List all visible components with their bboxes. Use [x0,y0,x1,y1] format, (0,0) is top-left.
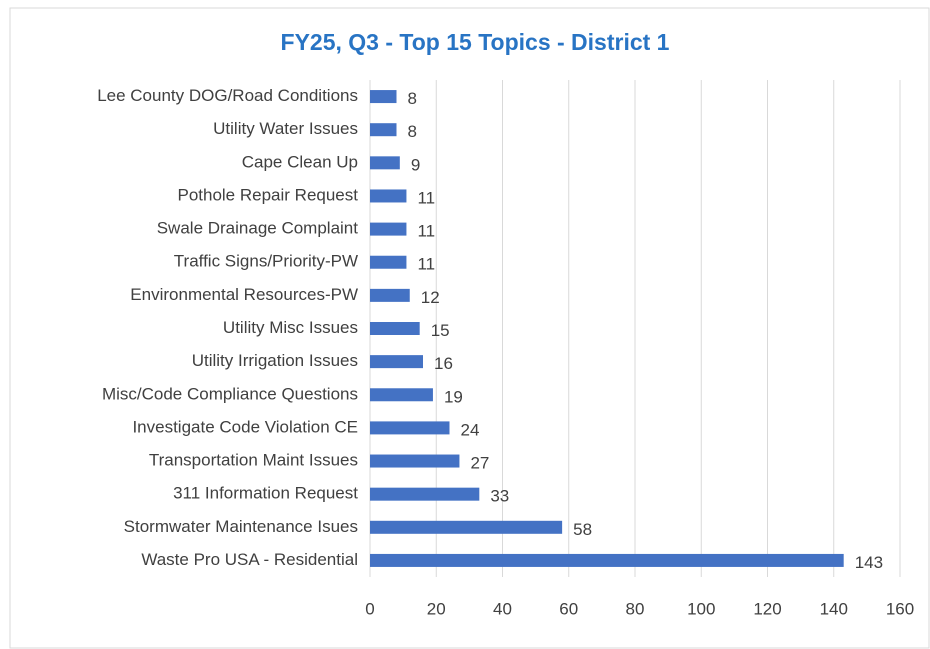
x-tick-label: 100 [687,599,715,618]
y-tick-label: Utility Misc Issues [223,318,358,337]
y-tick-label: Traffic Signs/Priority-PW [174,252,358,271]
chart-frame [9,7,930,649]
bar [370,288,410,302]
data-label: 143 [855,553,883,572]
data-label: 8 [408,89,417,108]
y-tick-label: Investigate Code Violation CE [132,417,358,436]
bar [370,156,400,170]
data-label: 11 [417,255,435,274]
data-label: 24 [461,420,480,439]
y-tick-label: Utility Irrigation Issues [192,351,358,370]
bar [370,355,423,369]
y-tick-label: Environmental Resources-PW [130,285,358,304]
bar [370,487,480,501]
x-tick-label: 80 [626,599,645,618]
bar [370,454,460,468]
x-tick-label: 20 [427,599,446,618]
bar [370,90,397,104]
bar [370,322,420,335]
y-tick-label: Transportation Maint Issues [149,451,358,470]
data-label: 58 [573,520,592,539]
x-tick-label: 40 [493,599,512,618]
y-tick-label: Stormwater Maintenance Isues [124,517,358,536]
x-tick-label: 140 [820,599,848,618]
bar [370,388,433,402]
chart-title: FY25, Q3 - Top 15 Topics - District 1 [281,29,670,55]
data-label: 8 [408,122,417,141]
x-tick-label: 0 [365,599,374,618]
bar [370,222,407,236]
data-label: 12 [421,288,440,307]
data-label: 16 [434,354,453,373]
data-label: 11 [417,222,435,241]
x-tick-label: 160 [886,599,914,618]
y-tick-label: Utility Water Issues [213,119,358,138]
bar [370,189,407,203]
bar [370,421,450,435]
y-tick-label: Misc/Code Compliance Questions [102,384,358,403]
data-label: 27 [470,454,489,473]
y-tick-label: Waste Pro USA - Residential [141,550,358,569]
data-label: 9 [411,155,420,174]
bar [370,520,563,534]
bar [370,553,844,567]
x-tick-label: 60 [559,599,578,618]
data-label: 33 [490,487,509,506]
data-label: 15 [431,321,450,340]
x-tick-label: 120 [753,599,781,618]
y-tick-label: 311 Information Request [173,484,358,503]
bar [370,255,407,269]
bar [370,123,397,137]
y-tick-label: Cape Clean Up [242,152,358,171]
y-tick-label: Lee County DOG/Road Conditions [97,86,358,105]
y-tick-label: Swale Drainage Complaint [157,219,359,238]
y-tick-label: Pothole Repair Request [177,185,358,204]
data-label: 11 [417,188,435,207]
data-label: 19 [444,387,463,406]
